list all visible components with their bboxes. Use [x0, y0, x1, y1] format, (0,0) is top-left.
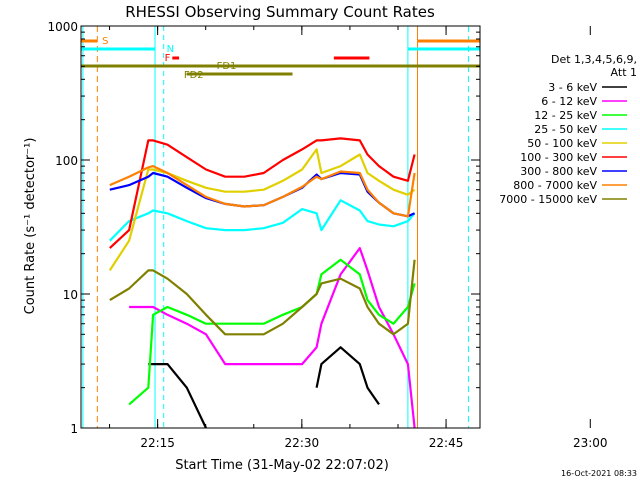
legend-label: 300 - 800 keV [520, 165, 597, 178]
legend-header: Att 1 [611, 66, 637, 79]
chart-background [81, 26, 480, 428]
fd1-flag-label: FD1 [217, 61, 237, 72]
axes: 110100100022:1522:3022:4523:0023:1523:30… [47, 20, 608, 450]
series-lines [108, 137, 416, 429]
fd2-flag-label: FD2 [184, 70, 204, 81]
series-line-1 [129, 247, 416, 429]
series-line-4 [108, 148, 416, 271]
legend-header: Det 1,3,4,5,6,9, [551, 53, 637, 66]
plot-frame [80, 25, 481, 429]
y-tick-label: 1 [70, 422, 78, 436]
legend-label: 3 - 6 keV [548, 81, 597, 94]
legend-label: 25 - 50 keV [534, 123, 597, 136]
flare-flag-label: F [165, 53, 171, 64]
legend-label: 50 - 100 keV [527, 137, 597, 150]
legend-label: 800 - 7000 keV [513, 179, 597, 192]
chart-title: RHESSI Observing Summary Count Rates [125, 3, 435, 21]
y-tick-label: 10 [63, 288, 78, 302]
x-tick-label: 22:15 [140, 436, 175, 450]
y-tick-label: 100 [55, 154, 78, 168]
series-line-5 [109, 137, 416, 249]
legend-label: 7000 - 15000 keV [499, 193, 597, 206]
legend-label: 12 - 25 keV [534, 109, 597, 122]
night-flag-label: N [167, 44, 174, 55]
x-tick-label: 23:00 [573, 436, 608, 450]
x-tick-label: 22:30 [285, 436, 320, 450]
series-line-3 [109, 199, 416, 242]
footer-date: 16-Oct-2021 08:33 [561, 469, 637, 478]
saa-flag-label: S [102, 36, 108, 47]
series-line-0 [148, 346, 380, 429]
flag-bars: S NF FD1 FD2 [81, 26, 480, 428]
series-line-7 [109, 165, 416, 218]
legend-label: 6 - 12 keV [541, 95, 597, 108]
y-tick-label: 1000 [47, 20, 78, 34]
y-axis-label: Count Rate (s⁻¹ detector⁻¹) [23, 138, 38, 315]
series-line-8 [109, 259, 416, 336]
plot-area [81, 26, 480, 428]
x-tick-label: 22:45 [429, 436, 464, 450]
series-line-2 [128, 258, 416, 406]
legend-label: 100 - 300 keV [520, 151, 597, 164]
x-axis-label: Start Time (31-May-02 22:07:02) [175, 458, 389, 473]
